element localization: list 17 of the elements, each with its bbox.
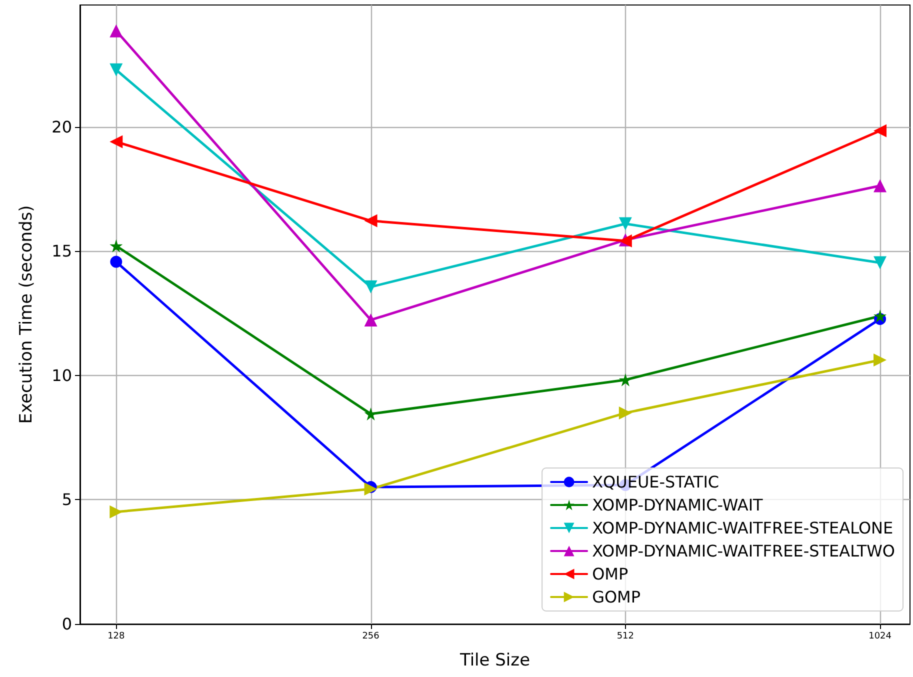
legend-label: XOMP-DYNAMIC-WAITFREE-STEALTWO xyxy=(592,542,895,560)
y-tick-label: 10 xyxy=(52,366,72,385)
legend-label: XOMP-DYNAMIC-WAITFREE-STEALONE xyxy=(592,518,894,538)
x-tick-label: 256 xyxy=(362,632,380,642)
x-tick-label: 128 xyxy=(108,632,126,642)
y-tick-label: 0 xyxy=(62,614,72,634)
legend-label: XQUEUE-STATIC xyxy=(592,472,720,492)
y-axis-title: Execution Time (seconds) xyxy=(16,205,36,424)
y-tick-label: 20 xyxy=(52,117,72,136)
legend-label: OMP xyxy=(592,564,628,584)
y-tick-label: 5 xyxy=(62,490,72,510)
x-tick-label: 1024 xyxy=(868,632,892,642)
legend-label: XOMP-DYNAMIC-WAIT xyxy=(592,496,764,514)
y-tick-label: 15 xyxy=(52,242,72,261)
x-axis-title: Tile Size xyxy=(458,650,530,670)
x-tick-label: 512 xyxy=(616,632,634,642)
legend-label: GOMP xyxy=(592,588,641,606)
